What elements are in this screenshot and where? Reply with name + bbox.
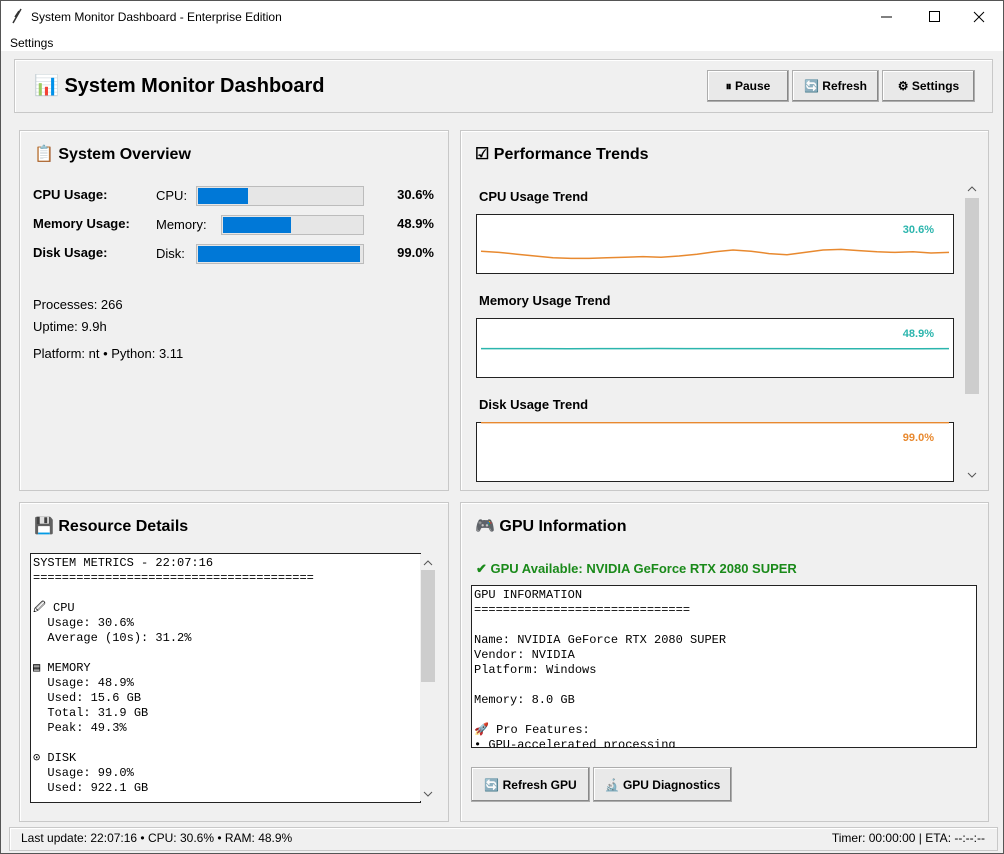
title-bar	[1, 1, 1003, 33]
text-line: 🖉 CPU	[33, 601, 75, 615]
menu-bar	[1, 33, 1003, 51]
text-line: SYSTEM METRICS - 22:07:16	[33, 556, 214, 570]
text-line: Vendor: NVIDIA	[474, 648, 575, 662]
text-line: Memory: 8.0 GB	[474, 693, 575, 707]
progress-track	[221, 215, 364, 235]
metric-name: CPU:	[156, 188, 188, 203]
chart-frame	[476, 318, 954, 378]
trend-chart	[476, 422, 954, 482]
dashboard-title: 📊 System Monitor Dashboard	[34, 75, 325, 97]
header-button[interactable]: ⏸ Pause	[707, 70, 789, 102]
scroll-arrows[interactable]	[421, 554, 435, 801]
progress-fill	[198, 188, 249, 204]
header-button[interactable]: 🔄 Refresh	[792, 70, 879, 102]
trends-panel	[460, 130, 989, 491]
menu-item[interactable]: Settings	[10, 36, 54, 50]
metric-value: 99.0%	[397, 245, 434, 260]
status-bar	[9, 827, 998, 851]
trend-title: Memory Usage Trend	[479, 293, 611, 308]
scrollbar[interactable]	[964, 182, 980, 482]
gpu-status: ✔ GPU Available: NVIDIA GeForce RTX 2080…	[476, 561, 797, 576]
metric-name: Memory:	[156, 217, 207, 232]
scroll-thumb	[421, 570, 435, 682]
text-line: Peak: 49.3%	[33, 721, 127, 735]
text-line: Usage: 99.0%	[33, 766, 134, 780]
progress-fill	[198, 246, 361, 262]
trend-value: 48.9%	[902, 328, 934, 340]
text-block: Name: NVIDIA GeForce RTX 2080 SUPER Vendo…	[474, 633, 726, 678]
stat-line: Uptime: 9.9h	[33, 319, 107, 334]
panel-title: 💾 Resource Details	[34, 518, 189, 535]
status-right: Timer: 00:00:00 | ETA: --:--:--	[831, 831, 985, 845]
trend-chart	[476, 318, 954, 378]
scroll-thumb	[965, 198, 979, 394]
resource-panel	[19, 502, 449, 822]
text-block: 🚀 Pro Features: • GPU-accelerated process…	[474, 723, 726, 748]
panel-title: 📋 System Overview	[34, 146, 191, 163]
text-line: ==============================	[474, 603, 691, 617]
stat-line: Platform: nt • Python: 3.11	[33, 346, 184, 361]
text-line: Name: NVIDIA GeForce RTX 2080 SUPER	[474, 633, 727, 647]
resource-text: SYSTEM METRICS - 22:07:16 ===============…	[30, 553, 421, 803]
header-panel	[14, 59, 993, 113]
text-line: ▤ MEMORY	[33, 661, 91, 675]
text-line: • GPU-accelerated processing	[474, 738, 676, 748]
text-line: ⊙ DISK	[33, 751, 77, 765]
text-line: Average (10s): 31.2%	[33, 631, 192, 645]
chart-frame	[476, 214, 954, 274]
scrollbar[interactable]	[420, 554, 436, 801]
gpu-text: GPU INFORMATION =========================…	[471, 585, 977, 748]
metric-value: 30.6%	[397, 187, 434, 202]
trend-value: 30.6%	[902, 224, 934, 236]
text-block: GPU INFORMATION =========================…	[474, 588, 726, 618]
metric-label: Memory Usage:	[33, 216, 130, 231]
text-line: Used: 922.1 GB	[33, 781, 149, 795]
header-button[interactable]: ⚙ Settings	[882, 70, 975, 102]
text-line: GPU INFORMATION	[474, 588, 583, 602]
text-line: =======================================	[33, 571, 314, 585]
text-content: GPU INFORMATION =========================…	[474, 588, 726, 748]
text-block: ▤ MEMORY Usage: 48.9% Used: 15.6 GB Tota…	[33, 661, 314, 736]
text-block: SYSTEM METRICS - 22:07:16 ===============…	[33, 556, 314, 586]
gpu-button[interactable]: 🔄 Refresh GPU	[471, 767, 590, 802]
progress-track	[196, 244, 364, 264]
trend-line	[480, 248, 950, 260]
text-line: 🚀 Pro Features:	[474, 723, 590, 737]
text-content: SYSTEM METRICS - 22:07:16 ===============…	[33, 556, 314, 802]
app-icon	[12, 8, 22, 24]
close[interactable]	[973, 11, 985, 23]
stat-line: Processes: 266	[33, 297, 123, 312]
gpu-button[interactable]: 🔬 GPU Diagnostics	[593, 767, 732, 802]
metric-value: 48.9%	[397, 216, 434, 231]
text-line: Usage: 48.9%	[33, 676, 134, 690]
progress-fill	[223, 217, 291, 233]
trend-title: CPU Usage Trend	[479, 189, 589, 204]
maximize[interactable]	[929, 11, 940, 22]
panel-title: ☑ Performance Trends	[475, 146, 649, 163]
trend-chart	[476, 214, 954, 274]
text-line: Platform: Windows	[474, 663, 597, 677]
metric-label: CPU Usage:	[33, 187, 108, 202]
window-controls	[12, 8, 985, 24]
trend-value: 99.0%	[902, 432, 934, 444]
text-block: ⊙ DISK Usage: 99.0% Used: 922.1 GB	[33, 751, 314, 796]
scroll-arrows[interactable]	[965, 182, 979, 482]
text-block: 🖉 CPU Usage: 30.6% Average (10s): 31.2%	[33, 601, 314, 646]
window-title: System Monitor Dashboard - Enterprise Ed…	[31, 10, 282, 24]
metric-label: Disk Usage:	[33, 245, 108, 260]
text-line: Usage: 30.6%	[33, 616, 134, 630]
overview-panel	[19, 130, 449, 491]
gpu-panel	[460, 502, 989, 822]
trend-title: Disk Usage Trend	[479, 397, 589, 412]
metric-name: Disk:	[156, 246, 185, 261]
progress-track	[196, 186, 364, 206]
text-block: Memory: 8.0 GB	[474, 693, 726, 708]
text-line: Used: 15.6 GB	[33, 691, 142, 705]
status-left: Last update: 22:07:16 • CPU: 30.6% • RAM…	[21, 831, 293, 845]
text-line: Total: 31.9 GB	[33, 706, 149, 720]
panel-title: 🎮 GPU Information	[475, 518, 627, 535]
